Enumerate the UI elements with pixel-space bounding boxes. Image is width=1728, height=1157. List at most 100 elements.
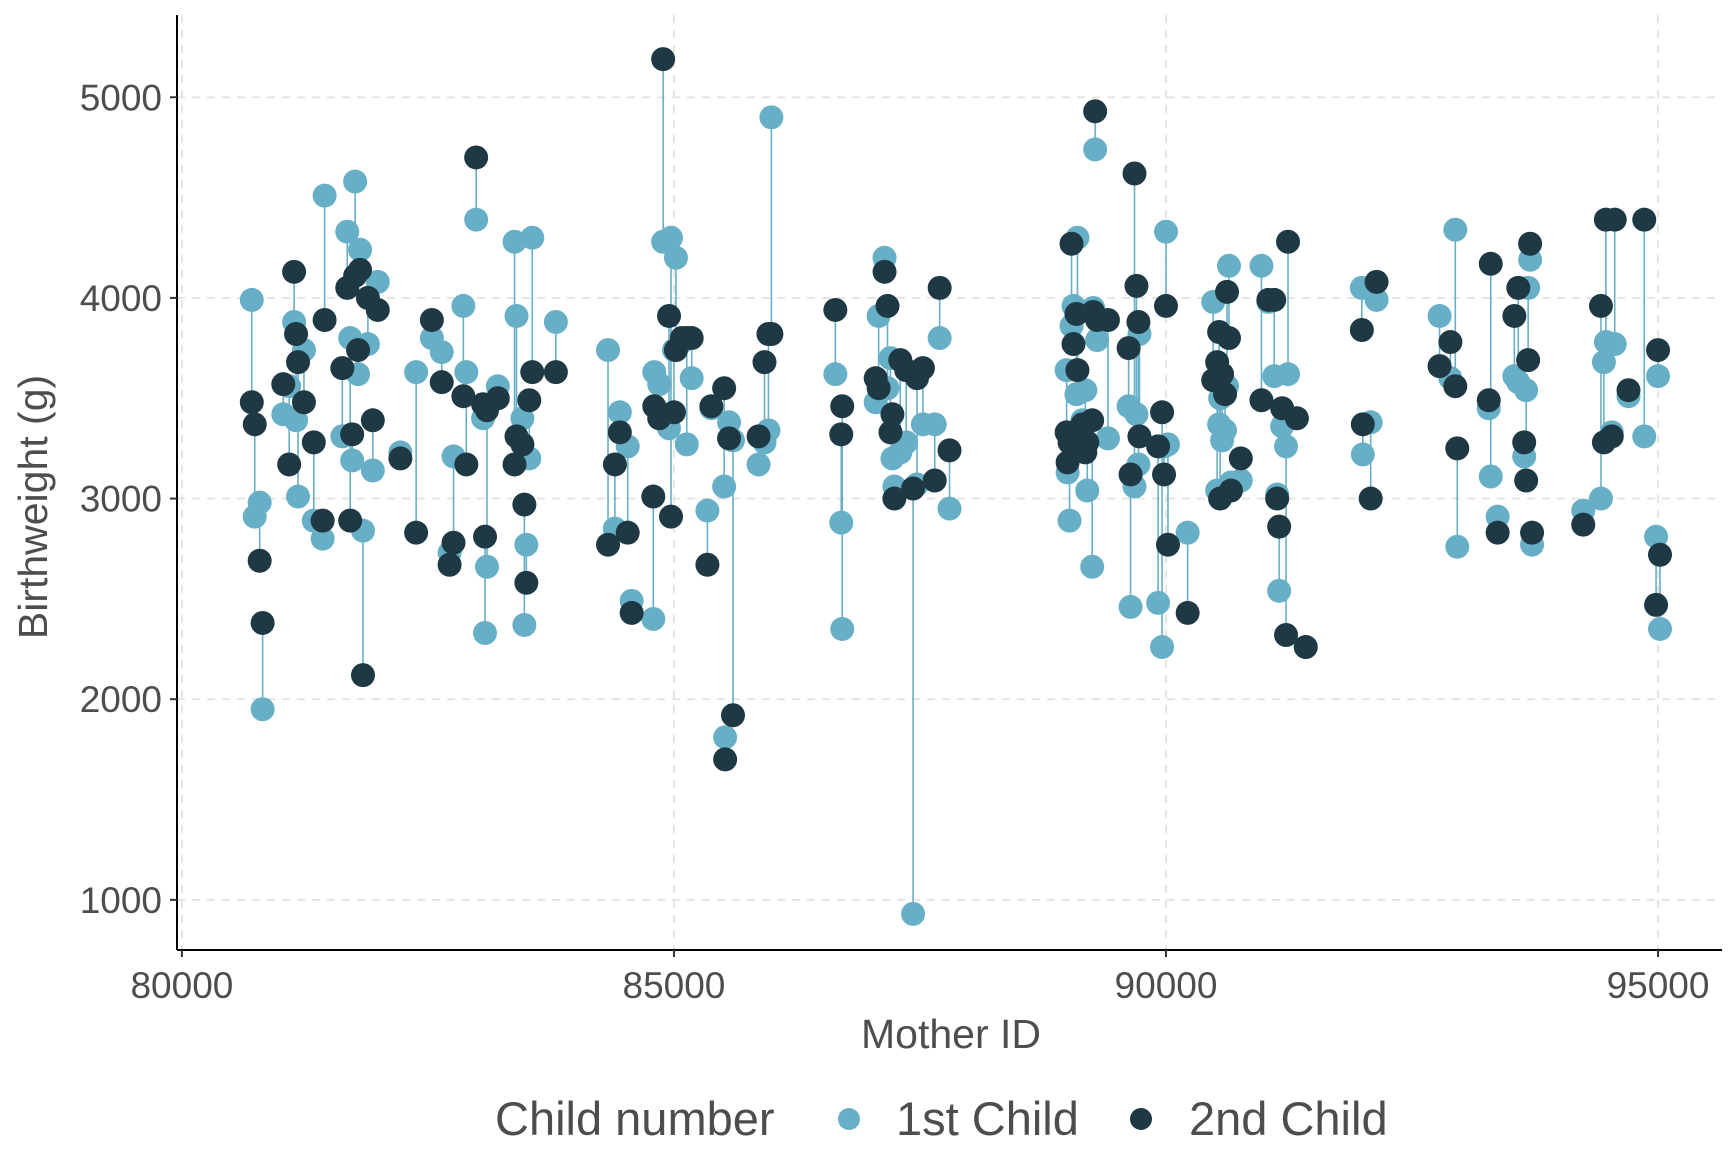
y-tick-label: 3000 — [80, 479, 162, 520]
point-1st-child — [1085, 328, 1110, 353]
point-1st-child — [927, 326, 952, 351]
point-1st-child — [1080, 554, 1105, 579]
legend-label-1st-child: 1st Child — [896, 1092, 1079, 1145]
point-2nd-child — [1520, 520, 1545, 545]
point-2nd-child — [1599, 424, 1624, 449]
point-2nd-child — [596, 532, 621, 557]
legend-key-2nd-child — [1130, 1108, 1152, 1130]
segment-layer — [250, 59, 1661, 914]
point-2nd-child — [1118, 462, 1143, 487]
point-1st-child — [830, 616, 855, 641]
point-1st-child — [1602, 332, 1627, 357]
point-2nd-child — [717, 426, 742, 451]
point-1st-child — [284, 408, 309, 433]
point-1st-child — [310, 526, 335, 551]
point-1st-child — [1648, 616, 1673, 641]
point-2nd-child — [880, 402, 905, 427]
point-2nd-child — [641, 484, 666, 509]
point-2nd-child — [1265, 486, 1290, 511]
point-2nd-child — [277, 452, 302, 477]
point-1st-child — [1216, 253, 1241, 278]
point-2nd-child — [1262, 287, 1287, 312]
point-2nd-child — [1516, 348, 1541, 373]
point-1st-child — [1644, 524, 1669, 549]
point-2nd-child — [875, 293, 900, 318]
point-1st-child — [514, 532, 539, 557]
point-1st-child — [286, 484, 311, 509]
point-2nd-child — [1095, 307, 1120, 332]
point-2nd-child — [607, 420, 632, 445]
point-1st-child — [713, 725, 738, 750]
point-1st-child — [759, 105, 784, 130]
point-1st-child — [1514, 378, 1539, 403]
point-2nd-child — [1213, 382, 1238, 407]
point-2nd-child — [615, 520, 640, 545]
point-2nd-child — [1438, 330, 1463, 355]
point-2nd-child — [1116, 336, 1141, 361]
point-2nd-child — [713, 747, 738, 772]
point-1st-child — [1632, 424, 1657, 449]
point-2nd-child — [1075, 430, 1100, 455]
point-2nd-child — [1502, 303, 1527, 328]
point-1st-child — [473, 620, 498, 645]
point-1st-child — [829, 510, 854, 535]
point-2nd-child — [429, 370, 454, 395]
point-2nd-child — [451, 384, 476, 409]
legend-label-2nd-child: 2nd Child — [1189, 1092, 1388, 1145]
point-2nd-child — [1152, 462, 1177, 487]
point-2nd-child — [543, 360, 568, 385]
point-2nd-child — [866, 376, 891, 401]
point-2nd-child — [520, 360, 545, 385]
point-2nd-child — [1506, 275, 1531, 300]
point-2nd-child — [1478, 251, 1503, 276]
point-2nd-child — [695, 552, 720, 577]
point-layer — [239, 47, 1673, 926]
point-1st-child — [340, 448, 365, 473]
point-1st-child — [1276, 362, 1301, 387]
point-2nd-child — [829, 422, 854, 447]
point-2nd-child — [360, 408, 385, 433]
point-1st-child — [679, 366, 704, 391]
point-1st-child — [901, 901, 926, 926]
point-2nd-child — [922, 468, 947, 493]
point-2nd-child — [365, 297, 390, 322]
point-2nd-child — [901, 476, 926, 501]
point-2nd-child — [1155, 532, 1180, 557]
point-2nd-child — [882, 486, 907, 511]
point-2nd-child — [485, 386, 510, 411]
point-2nd-child — [651, 47, 676, 72]
point-2nd-child — [1059, 231, 1084, 256]
point-2nd-child — [1443, 374, 1468, 399]
point-2nd-child — [1228, 446, 1253, 471]
legend-title: Child number — [495, 1092, 775, 1145]
point-2nd-child — [712, 376, 737, 401]
point-1st-child — [1095, 426, 1120, 451]
point-1st-child — [1150, 635, 1175, 660]
point-1st-child — [937, 496, 962, 521]
point-1st-child — [1427, 303, 1452, 328]
point-2nd-child — [1080, 408, 1105, 433]
point-1st-child — [454, 360, 479, 385]
point-1st-child — [1588, 486, 1613, 511]
point-1st-child — [343, 169, 368, 194]
point-1st-child — [641, 606, 666, 631]
point-1st-child — [823, 362, 848, 387]
point-2nd-child — [659, 504, 684, 529]
point-2nd-child — [388, 446, 413, 471]
point-2nd-child — [1427, 354, 1452, 379]
point-1st-child — [1274, 434, 1299, 459]
point-2nd-child — [312, 307, 337, 332]
point-2nd-child — [1127, 424, 1152, 449]
point-1st-child — [510, 406, 535, 431]
point-2nd-child — [1646, 338, 1671, 363]
point-2nd-child — [454, 452, 479, 477]
point-2nd-child — [282, 259, 307, 284]
point-1st-child — [607, 400, 632, 425]
point-2nd-child — [1146, 434, 1171, 459]
point-1st-child — [1083, 137, 1108, 162]
point-2nd-child — [1476, 388, 1501, 413]
point-1st-child — [647, 372, 672, 397]
point-1st-child — [674, 432, 699, 457]
